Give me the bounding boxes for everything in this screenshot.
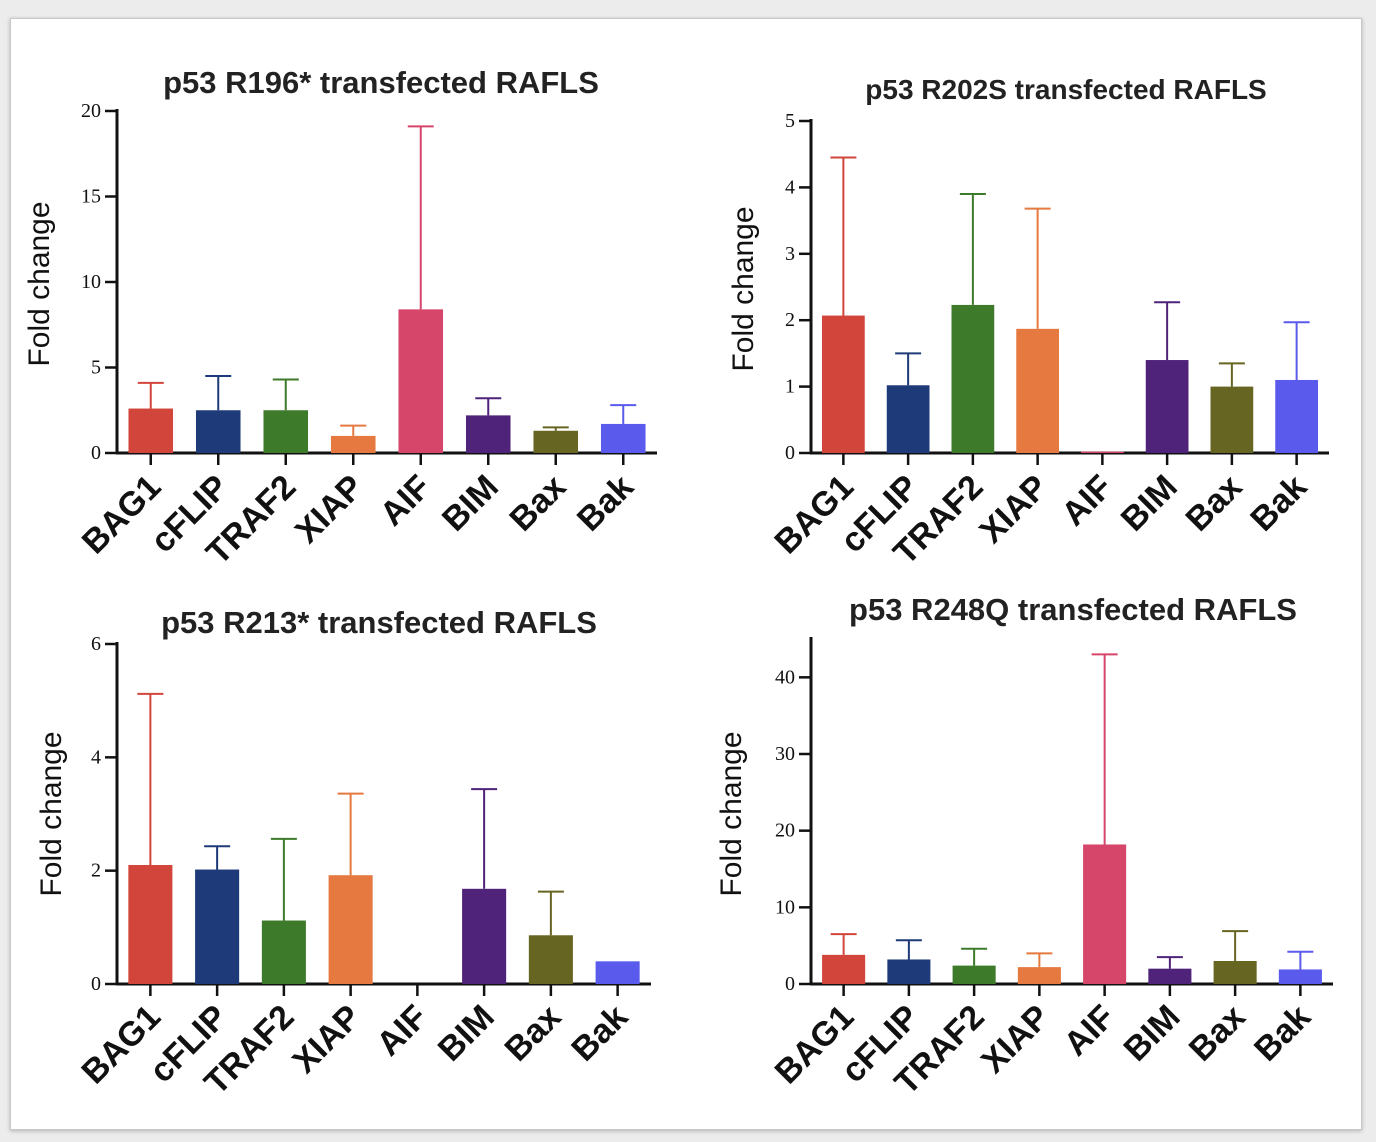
y-axis-label: Fold change [23, 201, 56, 366]
y-tick-label: 10 [775, 896, 795, 918]
x-tick-label-bax: Bax [498, 998, 569, 1069]
bar-bax [1210, 386, 1254, 453]
y-tick-label: 2 [785, 309, 795, 331]
x-tick-label-bag1: BAG1 [75, 468, 169, 562]
bar-xiap [330, 435, 376, 453]
y-tick-label: 20 [775, 820, 795, 842]
bar-xiap [1016, 328, 1059, 453]
bar-traf2 [951, 304, 995, 453]
x-tick-label-xiap: XIAP [285, 998, 368, 1081]
y-tick-label: 5 [91, 357, 101, 379]
bar-cflip [195, 869, 240, 984]
bar-xiap [1017, 967, 1061, 984]
bar-aif [398, 309, 444, 453]
x-tick-label-bag1: BAG1 [74, 998, 168, 1092]
x-tick-label-aif: AIF [369, 998, 435, 1064]
x-tick-label-bak: Bak [564, 998, 635, 1069]
x-tick-label-bim: BIM [1114, 468, 1185, 539]
y-tick-label: 0 [91, 973, 101, 995]
y-tick-label: 30 [775, 743, 795, 765]
bar-cflip [886, 385, 930, 453]
x-tick-label-bax: Bax [1182, 998, 1253, 1069]
x-tick-label-xiap: XIAP [974, 998, 1057, 1081]
bar-bag1 [822, 315, 865, 453]
y-axis-label: Fold change [715, 731, 748, 896]
chart-panel-4: p53 R248Q transfected RAFLS Fold change 0 1… [715, 592, 1333, 1102]
y-tick-label: 0 [91, 442, 101, 464]
chart-panel-3: p53 R213* transfected RAFLS Fold change 0 2… [35, 605, 651, 1102]
y-tick-label: 0 [785, 973, 795, 995]
x-tick-label-aif: AIF [1057, 998, 1123, 1064]
y-axis-label: Fold change [35, 731, 68, 896]
bar-bak [600, 423, 646, 453]
bar-bax [528, 935, 573, 984]
y-tick-label: 10 [81, 271, 101, 293]
x-tick-label-aif: AIF [373, 468, 439, 534]
bar-cflip [195, 410, 241, 453]
chart-panel-1: p53 R196* transfected RAFLS Fold change 0 5… [23, 65, 657, 572]
bar-xiap [328, 875, 373, 984]
y-tick-label: 20 [81, 100, 101, 122]
y-axis-label: Fold change [727, 206, 760, 371]
x-tick-label-bak: Bak [1247, 998, 1318, 1069]
y-tick-label: 1 [785, 376, 795, 398]
bar-bak [1275, 379, 1318, 453]
bar-bim [1148, 968, 1192, 984]
x-tick-label-bim: BIM [435, 468, 506, 539]
bar-bim [462, 888, 507, 984]
bar-bag1 [128, 865, 173, 984]
bar-bax [533, 430, 579, 453]
chart-title: p53 R202S transfected RAFLS [865, 74, 1266, 105]
y-tick-label: 4 [91, 746, 101, 768]
x-tick-label-xiap: XIAP [288, 468, 371, 551]
bar-bax [1213, 961, 1257, 984]
chart-panel-2: p53 R202S transfected RAFLS Fold change 0 1… [727, 74, 1329, 572]
bar-bag1 [822, 954, 866, 984]
bar-bim [1145, 360, 1189, 453]
y-tick-label: 4 [785, 176, 795, 198]
x-tick-label-bim: BIM [431, 998, 502, 1069]
x-tick-label-bax: Bax [502, 468, 573, 539]
bar-bag1 [128, 408, 174, 453]
y-tick-label: 2 [91, 860, 101, 882]
bar-bak [595, 961, 640, 984]
bar-traf2 [952, 965, 996, 984]
y-tick-label: 3 [785, 243, 795, 265]
x-tick-label-bak: Bak [570, 468, 641, 539]
x-tick-label-bak: Bak [1243, 468, 1314, 539]
bar-traf2 [261, 920, 306, 984]
y-tick-label: 15 [81, 186, 101, 208]
chart-title: p53 R213* transfected RAFLS [161, 605, 597, 640]
bar-bak [1278, 969, 1322, 984]
bar-bim [465, 415, 511, 453]
x-tick-label-xiap: XIAP [972, 468, 1055, 551]
bar-aif [1081, 451, 1124, 453]
y-tick-label: 6 [91, 633, 101, 655]
y-tick-label: 5 [785, 110, 795, 132]
bar-aif [1083, 844, 1127, 984]
bar-traf2 [263, 410, 309, 453]
x-tick-label-aif: AIF [1054, 468, 1120, 534]
figure-frame: p53 R196* transfected RAFLS Fold change 0 5… [10, 18, 1362, 1130]
chart-title: p53 R196* transfected RAFLS [163, 65, 599, 100]
y-tick-label: 0 [785, 442, 795, 464]
x-tick-label-bim: BIM [1117, 998, 1188, 1069]
x-tick-label-bax: Bax [1179, 468, 1250, 539]
chart-title: p53 R248Q transfected RAFLS [849, 592, 1297, 627]
bar-chart-figure: p53 R196* transfected RAFLS Fold change 0 5… [23, 65, 1333, 1102]
y-tick-label: 40 [775, 666, 795, 688]
bar-cflip [887, 959, 931, 984]
